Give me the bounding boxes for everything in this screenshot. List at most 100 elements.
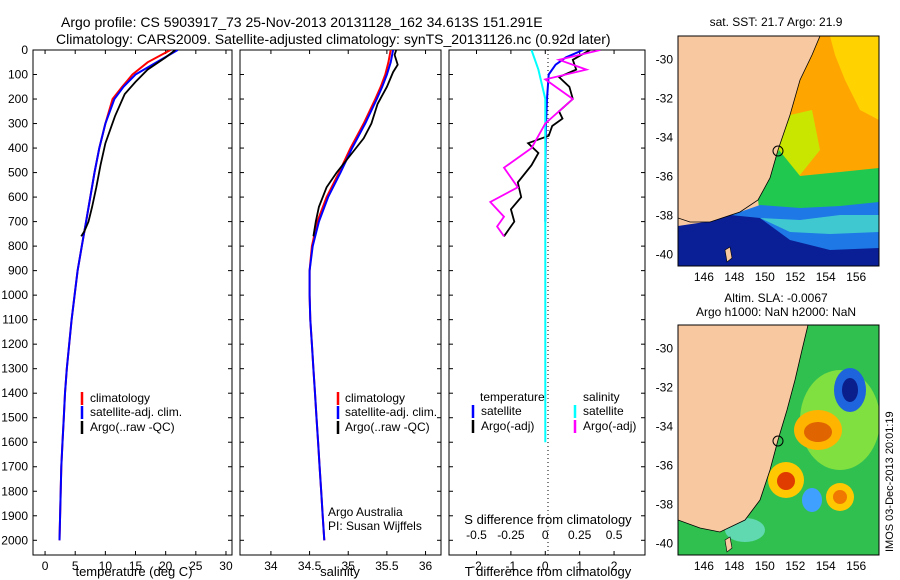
legend-temperature-title: temperature [480,390,545,404]
temperature-panel-frame [32,49,233,556]
salinity-diff-tick-label: -0.5 [466,528,487,542]
salinity-xlabel: salinity [320,564,360,579]
depth-tick-label: 1200 [1,337,28,351]
sla-map-xtick-label: 152 [785,559,805,573]
temperature-series-satellite-adj-clim- [58,50,179,541]
sst-cyan-band [760,215,879,234]
difference-xtick-label: -1 [506,559,517,573]
difference-xtick-label: 2 [611,559,618,573]
sst-map-ytick-label: -32 [656,91,674,105]
sla-map-xtick-label: 150 [755,559,775,573]
legend-climatology-label: climatology [345,391,405,405]
depth-tick-label: 200 [8,92,28,106]
sla-map-ytick-label: -40 [656,536,674,550]
sst-map-xtick-label: 146 [694,270,714,284]
legend-s-argo-label: Argo(-adj) [583,419,636,433]
sla-cool-eddy [802,488,822,512]
difference-xlabel-top: S difference from climatology [464,512,632,527]
temperature-xtick-label: 5 [72,559,79,573]
salinity-series-satellite-adj-clim- [308,50,395,541]
depth-tick-label: 2000 [1,533,28,547]
salinity-xtick-label: 34.5 [298,559,322,573]
difference-xtick-label: 0 [542,559,549,573]
legend-s-satellite-label: satellite [583,404,624,418]
difference-series-salinity-argo-adj- [488,50,601,237]
temperature-xtick-label: 10 [99,559,113,573]
sla-argo-location [772,435,784,447]
legend-satellite-label: satellite-adj. clim. [345,405,437,419]
sla-map-xtick-label: 148 [724,559,744,573]
depth-tick-label: 600 [8,190,28,204]
sst-map-xtick-label: 150 [755,270,775,284]
sst-map-ytick-label: -36 [656,169,674,183]
sst-map-xtick-label: 156 [846,270,866,284]
sla-map-frame [677,324,880,556]
salinity-xtick-label: 35.5 [375,559,399,573]
depth-tick-label: 700 [8,215,28,229]
legend-argo-label: Argo(..raw -QC) [345,420,430,434]
temperature-series-climatology [58,50,171,541]
salinity-series-climatology [308,50,392,541]
salinity-panel-frame [239,49,442,556]
sla-land [678,325,808,532]
sla-map-ytick-label: -30 [656,341,674,355]
depth-tick-label: 500 [8,166,28,180]
sla-coastline [678,325,809,533]
salinity-diff-tick-label: 0 [542,528,549,542]
salinity-diff-tick-label: 0.25 [568,528,592,542]
depth-tick-label: 1400 [1,386,28,400]
sst-map-title: sat. SST: 21.7 Argo: 21.9 [710,15,843,29]
depth-tick-label: 1900 [1,509,28,523]
depth-tick-label: 900 [8,264,28,278]
salinity-xtick-label: 35 [342,559,356,573]
legend-satellite-label: satellite-adj. clim. [90,405,182,419]
depth-tick-label: 800 [8,239,28,253]
sst-map-ytick-label: -40 [656,247,674,261]
sla-map-ytick-label: -34 [656,419,674,433]
salinity-legend: climatology satellite-adj. clim. Argo(..… [336,391,437,434]
depth-tick-label: 1600 [1,435,28,449]
difference-xlabel: T difference from climatology [465,564,632,579]
sst-map-frame [677,35,880,267]
salinity-xtick-label: 34 [264,559,278,573]
depth-tick-label: 1700 [1,460,28,474]
sla-map-xtick-label: 154 [816,559,836,573]
sla-map-title-line1: Altim. SLA: -0.0067 [724,291,828,305]
figure-title-line1: Argo profile: CS 5903917_73 25-Nov-2013 … [61,14,543,30]
sst-map-ytick-label: -30 [656,52,674,66]
legend-argo-label: Argo(..raw -QC) [90,420,175,434]
difference-panel-frame [448,49,646,556]
difference-legend: temperature salinity satellite Argo(-adj… [471,390,636,433]
temperature-xtick-label: 0 [42,559,49,573]
salinity-diff-tick-label: -0.25 [497,528,525,542]
sla-map-ytick-label: -38 [656,497,674,511]
salinity-diff-tick-label: 0.5 [606,528,623,542]
sst-yellow-patch [830,36,879,120]
difference-xtick-label: -2 [471,559,482,573]
figure-title-line2: Climatology: CARS2009. Satellite-adjuste… [56,31,611,47]
sst-coastline [678,36,821,223]
depth-tick-label: 1800 [1,484,28,498]
depth-tick-label: 1500 [1,411,28,425]
depth-tick-label: 1100 [2,313,28,327]
depth-tick-label: 1000 [1,288,28,302]
sla-map-xtick-label: 156 [846,559,866,573]
depth-tick-label: 100 [8,68,28,82]
depth-tick-label: 300 [8,117,28,131]
sst-island [724,246,733,263]
temperature-xtick-label: 15 [129,559,143,573]
salinity-xtick-label: 36 [419,559,433,573]
sst-yellow-green [778,110,820,178]
imos-timestamp: IMOS 03-Dec-2013 20:01:19 [884,411,896,552]
temperature-xtick-label: 25 [189,559,203,573]
temperature-xlabel: temperature (deg C) [75,564,192,579]
depth-tick-label: 0 [21,43,28,57]
difference-xtick-label: 1 [576,559,583,573]
temperature-legend: climatology satellite-adj. clim. Argo(..… [80,391,182,434]
sla-high-core [804,422,832,442]
sst-green-band [758,150,879,215]
sla-low-core [842,378,858,402]
sla-island [724,536,733,553]
sst-coastline-land [678,36,820,222]
